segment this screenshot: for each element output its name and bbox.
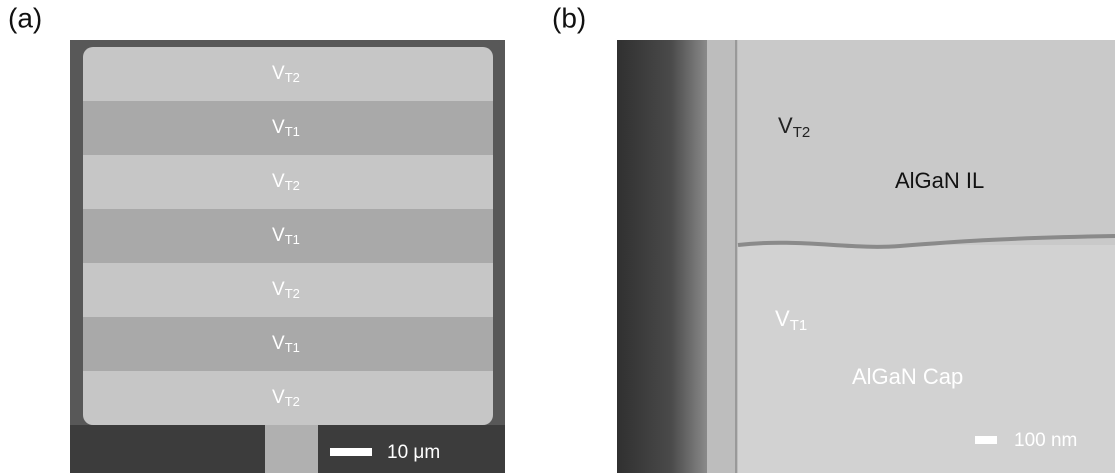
panel-label: (b) [552,2,586,33]
figure: (a) (b) VT2VT1VT2VT1VT2VT1VT2 10 μm VT2 … [0,0,1115,473]
panel-b-image: VT2 AlGaN IL VT1 AlGaN Cap 100 nm [617,40,1115,473]
label-main: V [272,171,285,192]
label-main: V [272,117,285,138]
label-sub: T1 [285,340,300,355]
label-main: V [272,387,285,408]
layer-label: AlGaN Cap [852,364,963,389]
label-sub: T2 [285,394,300,409]
label-main: V [272,333,285,354]
label-sub: T1 [285,124,300,139]
label-sub: T2 [285,70,300,85]
layer-label: AlGaN IL [895,168,984,193]
label-sub: T1 [285,232,300,247]
label-sub: T2 [285,286,300,301]
panel-label: (a) [8,2,42,33]
scale-bar-label: 10 μm [387,442,440,463]
label-main: V [272,279,285,300]
label-sub: T2 [285,178,300,193]
scale-bar-label: 100 nm [1014,430,1077,451]
label-main: V [272,63,285,84]
label-main: V [272,225,285,246]
